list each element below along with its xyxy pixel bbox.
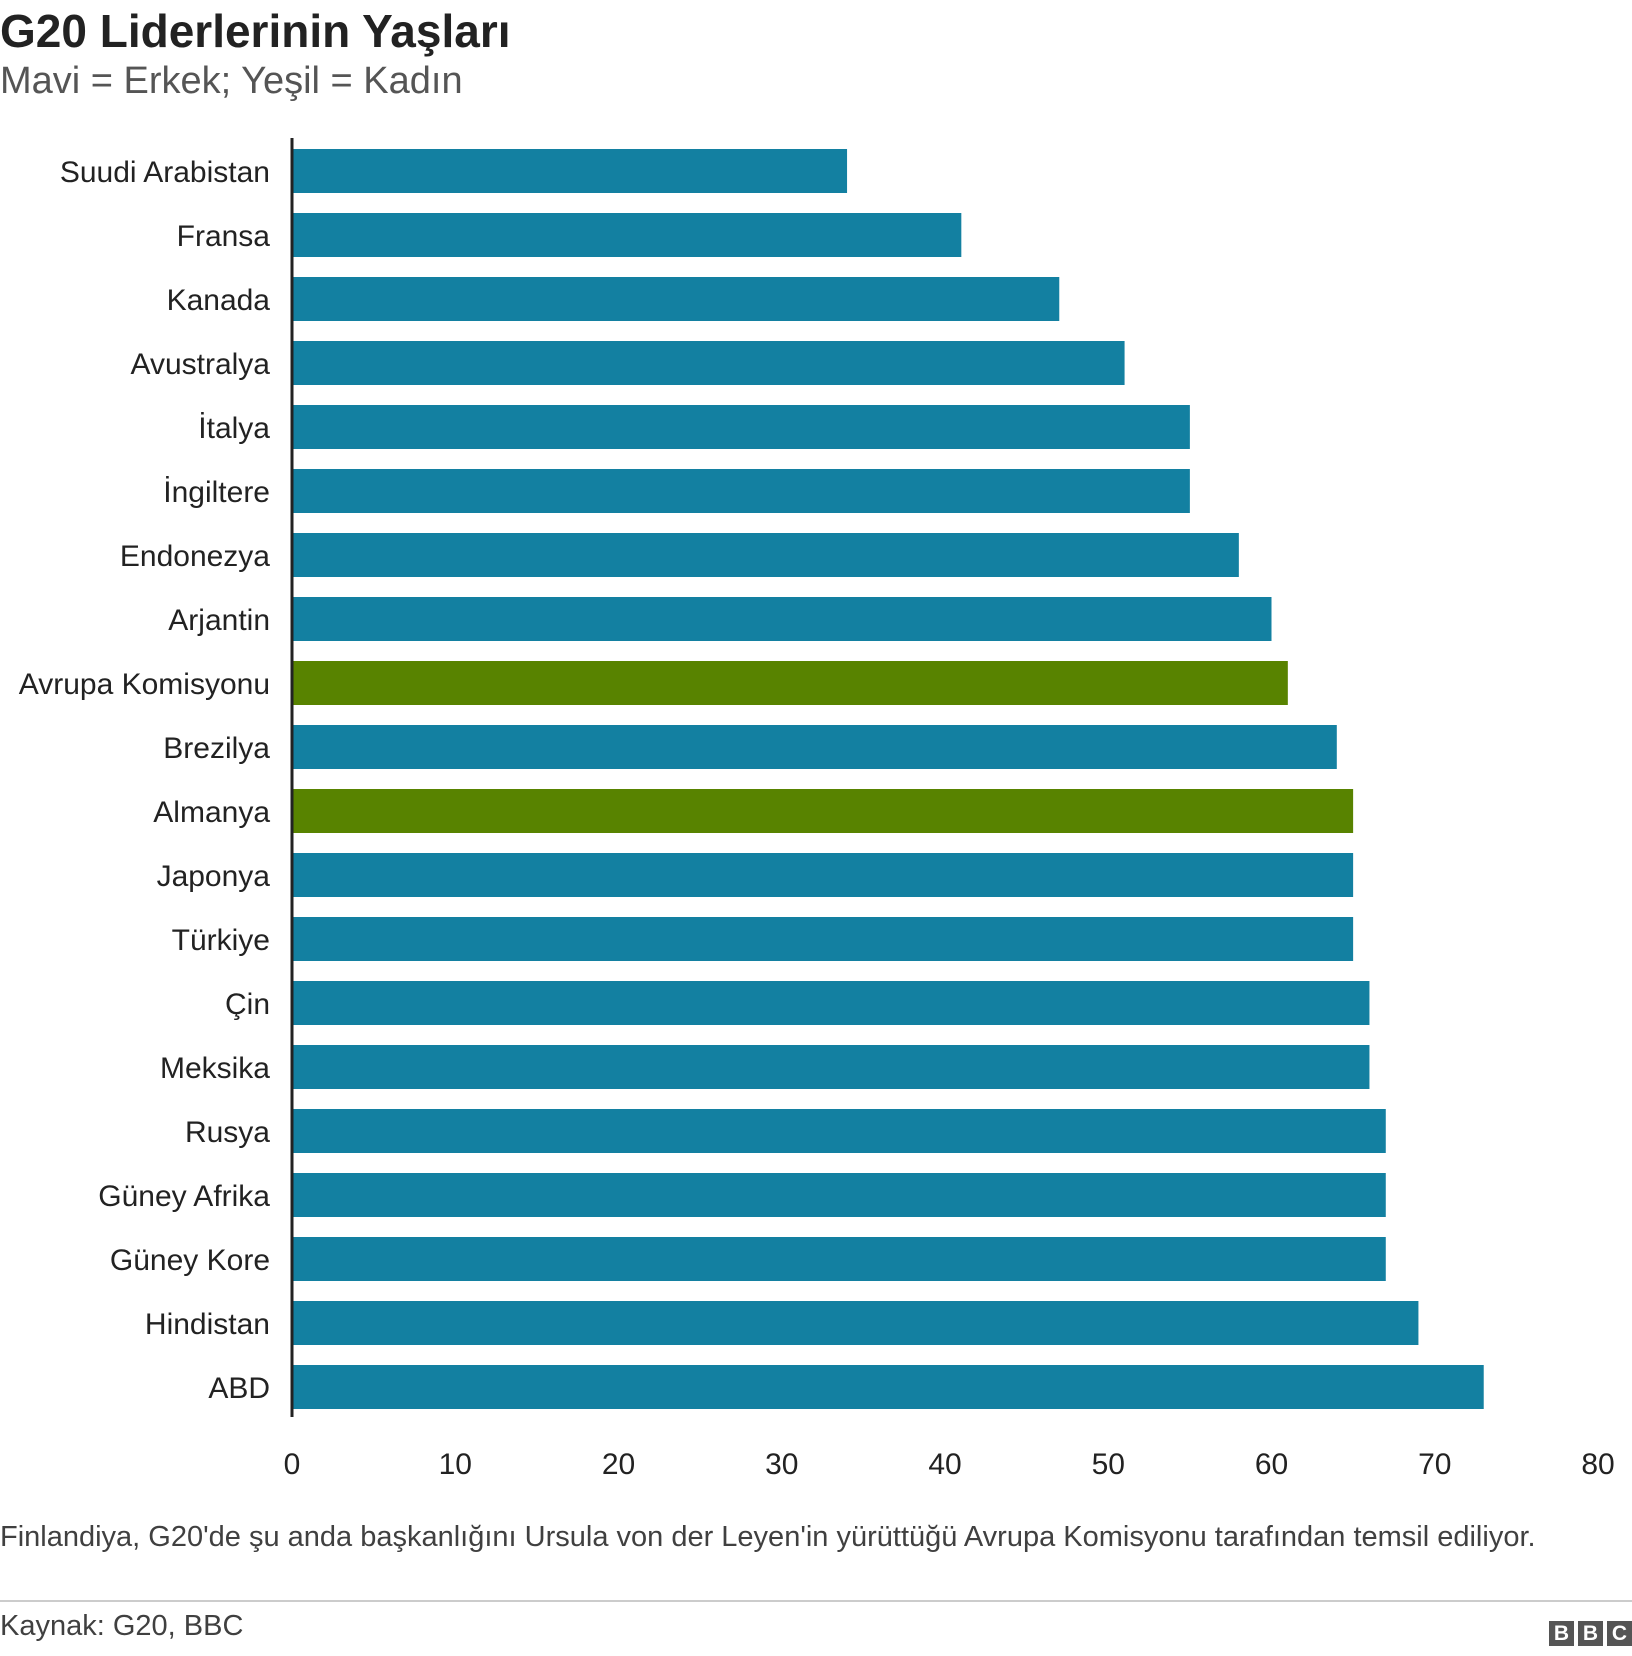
category-label: Suudi Arabistan [60,156,270,189]
bar [292,341,1125,385]
logo-letter: B [1549,1621,1574,1646]
bar [292,1365,1484,1409]
divider [0,1600,1632,1602]
bar [292,149,848,193]
category-label: Güney Afrika [98,1180,270,1213]
x-tick-label: 20 [602,1448,635,1481]
bar [292,1045,1370,1089]
bar [292,853,1354,897]
bar [292,469,1190,513]
x-tick-label: 40 [928,1448,961,1481]
chart-title: G20 Liderlerinin Yaşları [0,5,511,57]
category-label: Meksika [160,1052,270,1085]
x-tick-label: 0 [284,1448,301,1481]
bbc-logo: B B C [1549,1621,1632,1646]
logo-letter: C [1607,1621,1632,1646]
x-tick-label: 60 [1255,1448,1288,1481]
bar [292,405,1190,449]
bar [292,725,1337,769]
category-label: Avrupa Komisyonu [19,668,270,701]
bar [292,1237,1386,1281]
bar [292,661,1288,705]
logo-letter: B [1578,1621,1603,1646]
category-label: Endonezya [120,540,270,573]
x-tick-label: 10 [439,1448,472,1481]
category-label: Kanada [167,284,271,317]
bar [292,917,1354,961]
category-label: Fransa [177,220,271,253]
bar [292,213,962,257]
category-label: Çin [225,988,270,1021]
x-tick-label: 30 [765,1448,798,1481]
category-label: Brezilya [163,732,270,765]
category-label: Rusya [185,1116,270,1149]
category-label: İngiltere [163,476,270,509]
bar [292,1109,1386,1153]
bar-chart: Suudi Arabistan Fransa Kanada Avustralya İta… [19,138,1615,1481]
bar [292,597,1272,641]
bar [292,981,1370,1025]
category-label: Almanya [153,796,270,829]
bar [292,1301,1419,1345]
bar [292,789,1354,833]
bar [292,277,1060,321]
category-label: Hindistan [145,1308,270,1341]
category-label: Güney Kore [110,1244,270,1277]
x-tick-label: 70 [1418,1448,1451,1481]
chart-source: Kaynak: G20, BBC [0,1610,244,1642]
x-tick-label: 50 [1092,1448,1125,1481]
category-label: Japonya [157,860,271,893]
x-tick-label: 80 [1581,1448,1614,1481]
bar [292,533,1239,577]
category-label: Arjantin [168,604,270,637]
category-label: Türkiye [172,924,270,957]
chart-note: Finlandiya, G20'de şu anda başkanlığını … [0,1521,1536,1553]
bar [292,1173,1386,1217]
category-label: Avustralya [130,348,270,381]
category-label: ABD [208,1372,270,1405]
category-label: İtalya [198,412,270,445]
chart-subtitle: Mavi = Erkek; Yeşil = Kadın [0,60,463,102]
